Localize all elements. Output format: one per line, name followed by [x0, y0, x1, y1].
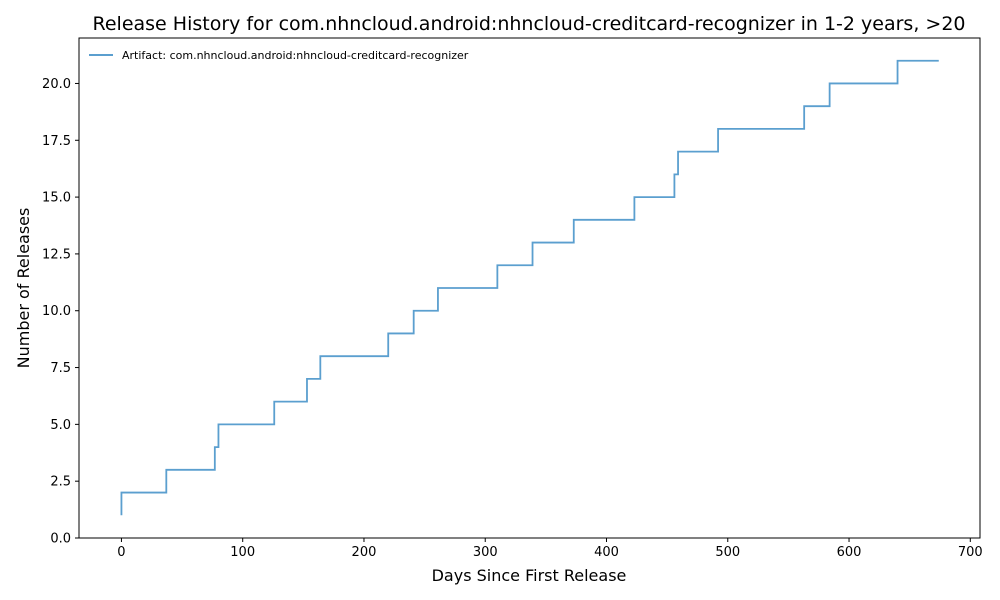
- x-axis-ticks: 0 100 200 300 400 500 600 700: [117, 538, 983, 560]
- x-tick-label: 400: [594, 545, 619, 560]
- y-tick-label: 5.0: [50, 418, 71, 433]
- x-tick-label: 100: [230, 545, 255, 560]
- y-tick-label: 17.5: [42, 134, 71, 149]
- y-tick-label: 20.0: [42, 77, 71, 92]
- plot-area: [78, 37, 981, 539]
- y-tick-label: 7.5: [50, 361, 71, 376]
- x-tick-label: 500: [715, 545, 740, 560]
- x-axis-title: Days Since First Release: [432, 566, 627, 585]
- y-tick-label: 2.5: [50, 475, 71, 490]
- y-tick-label: 10.0: [42, 304, 71, 319]
- legend: Artifact: com.nhncloud.android:nhncloud-…: [89, 49, 469, 62]
- x-tick-label: 600: [837, 545, 862, 560]
- x-tick-label: 200: [352, 545, 377, 560]
- chart-title: Release History for com.nhncloud.android…: [93, 13, 966, 35]
- y-axis-ticks: 0.0 2.5 5.0 7.5 10.0 12.5 15.0 17.5 20.0: [42, 77, 79, 547]
- x-tick-label: 700: [958, 545, 983, 560]
- y-tick-label: 12.5: [42, 247, 71, 262]
- y-axis-title: Number of Releases: [14, 208, 33, 369]
- x-tick-label: 0: [117, 545, 125, 560]
- legend-label: Artifact: com.nhncloud.android:nhncloud-…: [122, 49, 469, 62]
- plot-frame: [78, 37, 981, 539]
- series-step-line: [120, 59, 939, 516]
- y-tick-label: 0.0: [50, 532, 71, 547]
- series-layer: [120, 59, 939, 516]
- y-tick-label: 15.0: [42, 191, 71, 206]
- x-tick-label: 300: [473, 545, 498, 560]
